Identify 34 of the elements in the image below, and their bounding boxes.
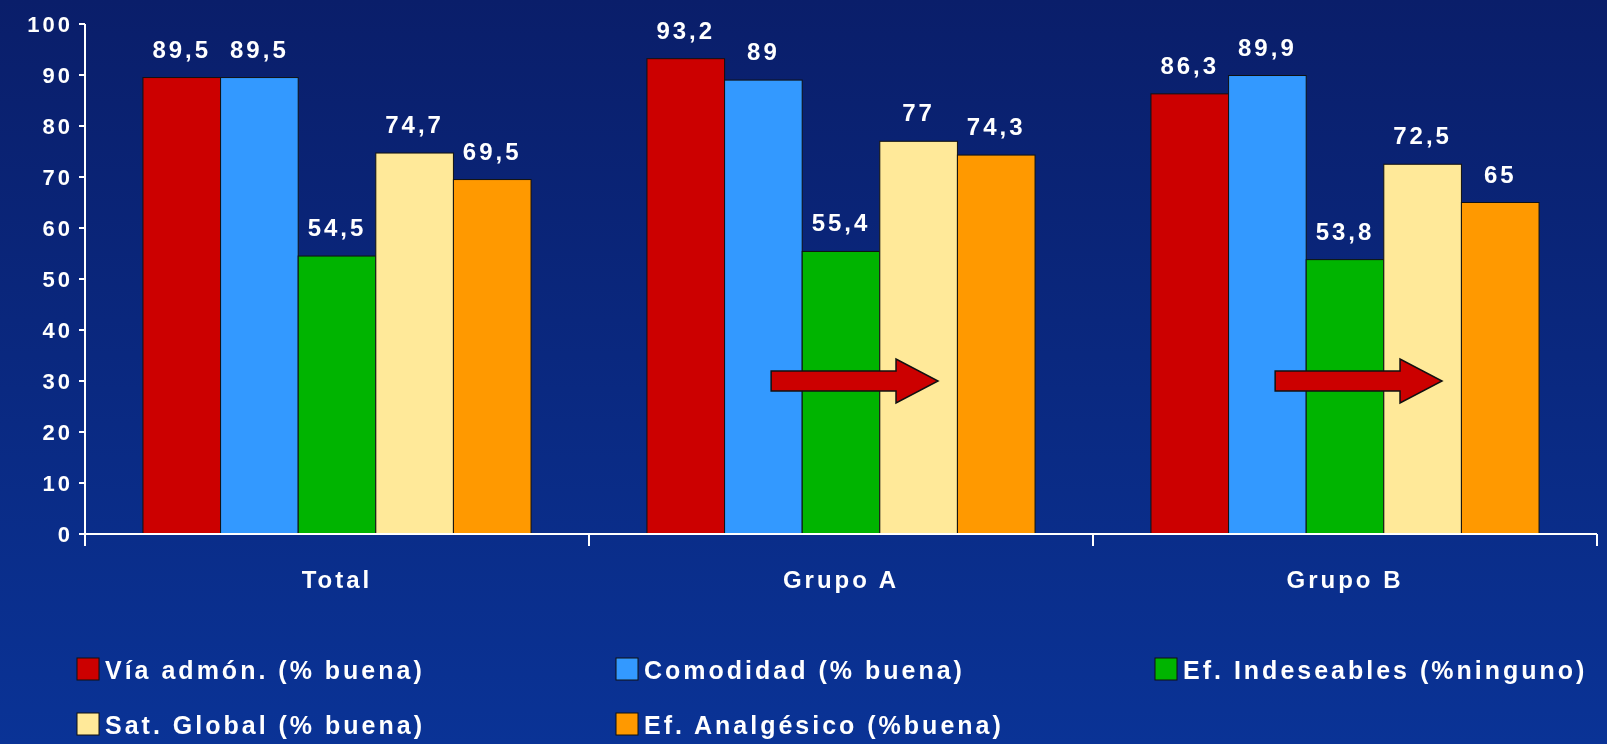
data-label: 74,3 [966, 113, 1026, 141]
data-label: 54,5 [307, 214, 367, 242]
legend-label: Ef. Indeseables (%ninguno) [1183, 655, 1588, 684]
data-label: 89 [747, 38, 780, 66]
data-label: 86,3 [1160, 51, 1220, 79]
data-label: 77 [902, 99, 935, 127]
data-label: 65 [1483, 160, 1517, 188]
data-label: 55,4 [811, 209, 871, 237]
legend-label: Vía admón. (% buena) [105, 655, 425, 684]
y-tick-label: 10 [42, 470, 73, 496]
y-tick-label: 30 [42, 368, 73, 394]
y-tick-label: 40 [42, 317, 73, 343]
legend-label: Ef. Analgésico (%buena) [644, 710, 1004, 739]
x-tick-label: Grupo B [1286, 566, 1404, 593]
data-label: 69,5 [462, 137, 522, 165]
y-tick-label: 100 [27, 11, 73, 37]
legend-label: Sat. Global (% buena) [105, 710, 425, 739]
y-tick-label: 80 [42, 113, 73, 139]
legend-label: Comodidad (% buena) [644, 655, 965, 684]
y-tick-label: 90 [42, 62, 73, 88]
data-label: 89,9 [1238, 33, 1297, 61]
y-tick-label: 50 [42, 266, 73, 292]
y-tick-label: 60 [42, 215, 73, 241]
data-label: 72,5 [1393, 122, 1452, 150]
data-label: 74,7 [385, 111, 444, 139]
y-tick-label: 70 [42, 164, 73, 190]
x-tick-label: Total [301, 566, 373, 593]
data-label: 89,5 [152, 35, 212, 63]
x-tick-label: Grupo A [782, 566, 900, 593]
y-tick-label: 20 [42, 419, 73, 445]
y-tick-label: 0 [57, 521, 73, 547]
data-label: 89,5 [230, 35, 289, 63]
data-label: 93,2 [656, 16, 716, 44]
data-label: 53,8 [1315, 217, 1375, 245]
